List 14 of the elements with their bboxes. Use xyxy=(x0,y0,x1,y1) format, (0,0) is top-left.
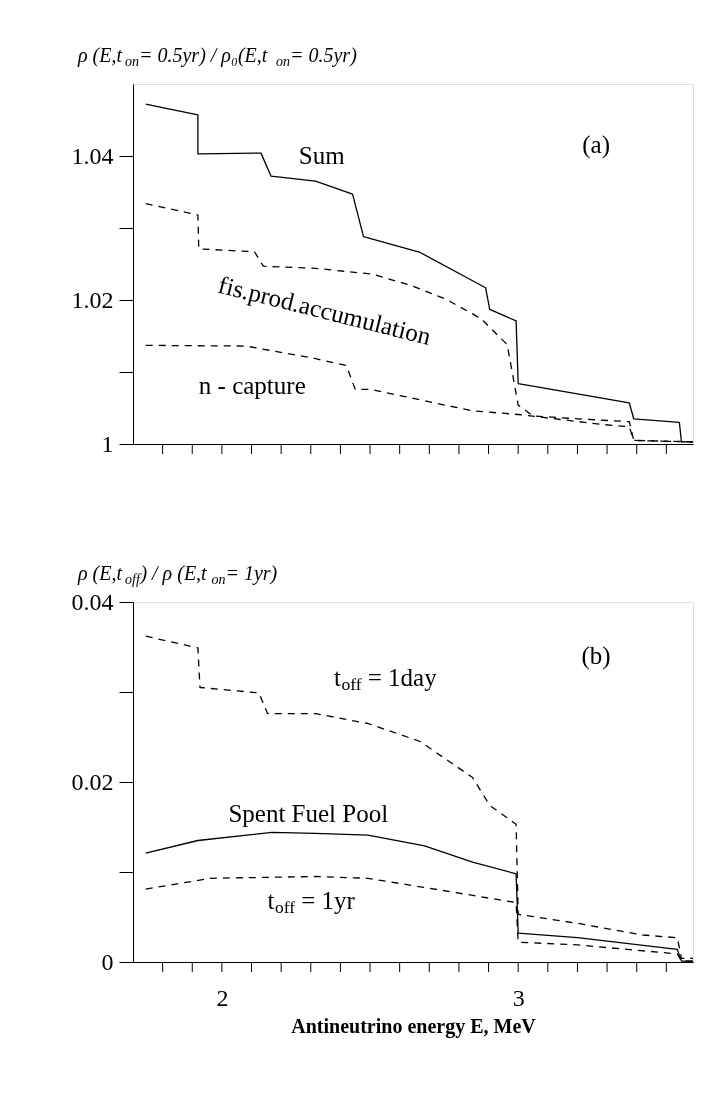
annotation: Spent Fuel Pool xyxy=(228,800,389,828)
y-tick-label: 1.02 xyxy=(71,286,114,313)
annotation: n - capture xyxy=(198,372,306,400)
y-tick-label: 0.04 xyxy=(71,588,114,615)
y-tick-label: 0 xyxy=(101,948,114,975)
annotation: (a) xyxy=(582,131,610,160)
y-tick-label: 1.04 xyxy=(71,142,114,169)
annotation: (b) xyxy=(581,642,611,670)
y-tick-label: 1 xyxy=(101,430,114,457)
x-tick-label: 2 xyxy=(216,984,229,1011)
x-tick-label: 3 xyxy=(512,984,525,1011)
x-axis-title: Antineutrino energy E, MeV xyxy=(291,1014,537,1038)
y-tick-label: 0.02 xyxy=(71,768,114,795)
annotation: Sum xyxy=(298,142,346,169)
